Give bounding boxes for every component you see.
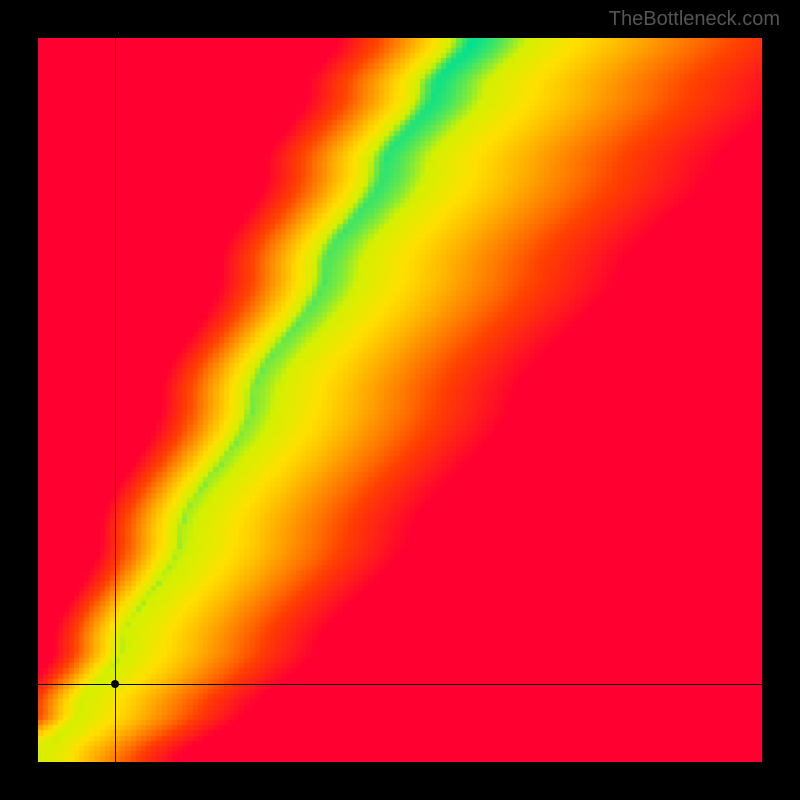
crosshair-marker [111, 680, 119, 688]
heatmap-plot [38, 38, 762, 762]
crosshair-vertical [115, 38, 116, 762]
heatmap-canvas [38, 38, 762, 762]
crosshair-horizontal [38, 684, 762, 685]
watermark-text: TheBottleneck.com [609, 8, 780, 31]
